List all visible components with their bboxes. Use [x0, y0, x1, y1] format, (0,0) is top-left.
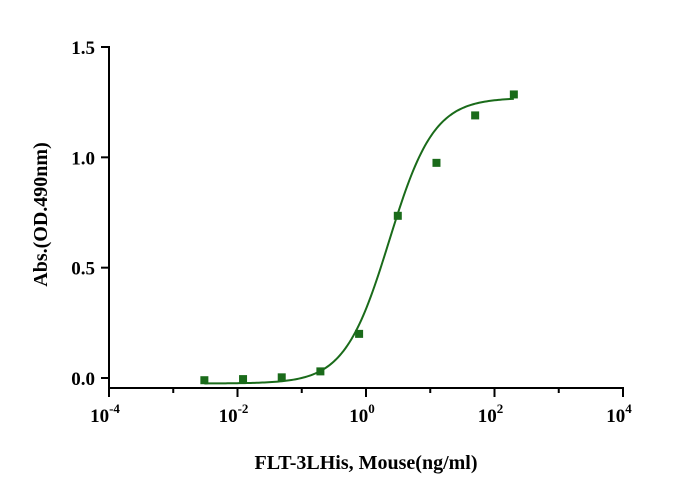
- y-ticks: 0.0 0.5 1.0 1.5: [71, 38, 109, 390]
- x-tick-exponent: -2: [238, 401, 249, 416]
- data-point: [277, 373, 286, 382]
- y-tick-label: 1.5: [71, 38, 95, 59]
- data-point: [509, 90, 518, 99]
- fit-curve: [204, 97, 514, 385]
- y-axis-title: Abs.(OD.490nm): [30, 142, 52, 286]
- x-tick-label: 102: [478, 401, 504, 427]
- y-tick-label: 1.0: [71, 148, 95, 169]
- data-point: [393, 211, 402, 220]
- y-tick-label: 0.0: [71, 369, 95, 390]
- data-point: [432, 158, 441, 167]
- axes: [108, 46, 624, 389]
- x-tick-label: 104: [606, 401, 632, 427]
- data-points: [200, 90, 518, 385]
- x-tick-exponent: 4: [625, 401, 632, 416]
- x-tick-label: 100: [349, 401, 375, 427]
- x-tick-base: 10: [606, 406, 625, 427]
- x-tick-label: 10-2: [219, 401, 249, 427]
- data-point: [239, 375, 248, 384]
- x-tick-base: 10: [349, 406, 368, 427]
- data-point: [355, 329, 364, 338]
- x-ticks: 10-4 10-2 100 102 104: [90, 388, 632, 427]
- data-point: [471, 111, 480, 120]
- x-tick-exponent: -4: [109, 401, 120, 416]
- x-tick-base: 10: [478, 406, 497, 427]
- x-tick-label: 10-4: [90, 401, 120, 427]
- x-axis-title: FLT-3LHis, Mouse(ng/ml): [255, 452, 478, 474]
- x-tick-exponent: 2: [497, 401, 504, 416]
- y-tick-label: 0.5: [71, 259, 95, 280]
- data-point: [200, 376, 209, 385]
- x-tick-base: 10: [219, 406, 238, 427]
- x-tick-base: 10: [90, 406, 109, 427]
- data-point: [316, 367, 325, 376]
- x-tick-exponent: 0: [368, 401, 375, 416]
